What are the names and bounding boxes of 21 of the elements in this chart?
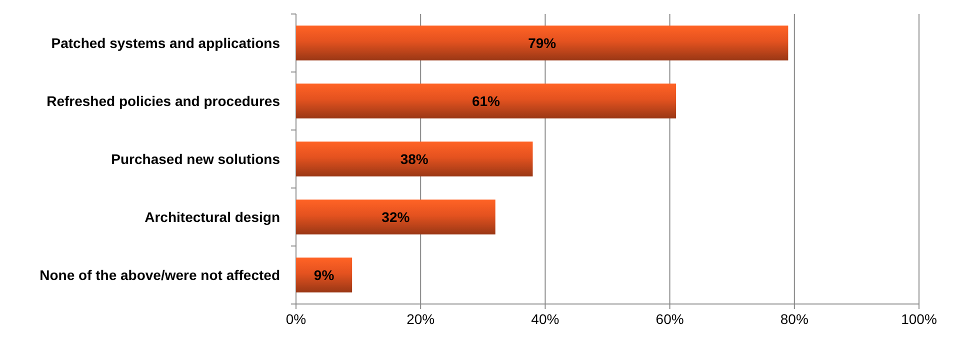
x-tick-label: 40% [531, 311, 560, 327]
x-tick-label: 0% [286, 311, 306, 327]
bar [296, 200, 496, 234]
y-tick-label: Patched systems and applications [51, 34, 280, 51]
y-tick-label: Refreshed policies and procedures [46, 92, 280, 109]
data-label: 79% [528, 34, 557, 51]
x-tick-label: 20% [406, 311, 435, 327]
x-tick-label: 60% [656, 311, 684, 327]
bar [296, 26, 788, 60]
bar [296, 258, 352, 292]
data-label: 32% [382, 208, 410, 225]
bar [296, 84, 676, 118]
y-tick-label: Architectural design [144, 208, 280, 225]
y-tick-label: Purchased new solutions [111, 150, 280, 167]
x-tick-label: 100% [901, 311, 937, 327]
data-label: 61% [472, 92, 501, 109]
data-label: 9% [314, 266, 335, 283]
y-tick-label: None of the above/were not affected [40, 266, 280, 283]
x-tick-label: 80% [780, 311, 808, 327]
data-label: 38% [400, 150, 429, 167]
bar [296, 142, 533, 176]
